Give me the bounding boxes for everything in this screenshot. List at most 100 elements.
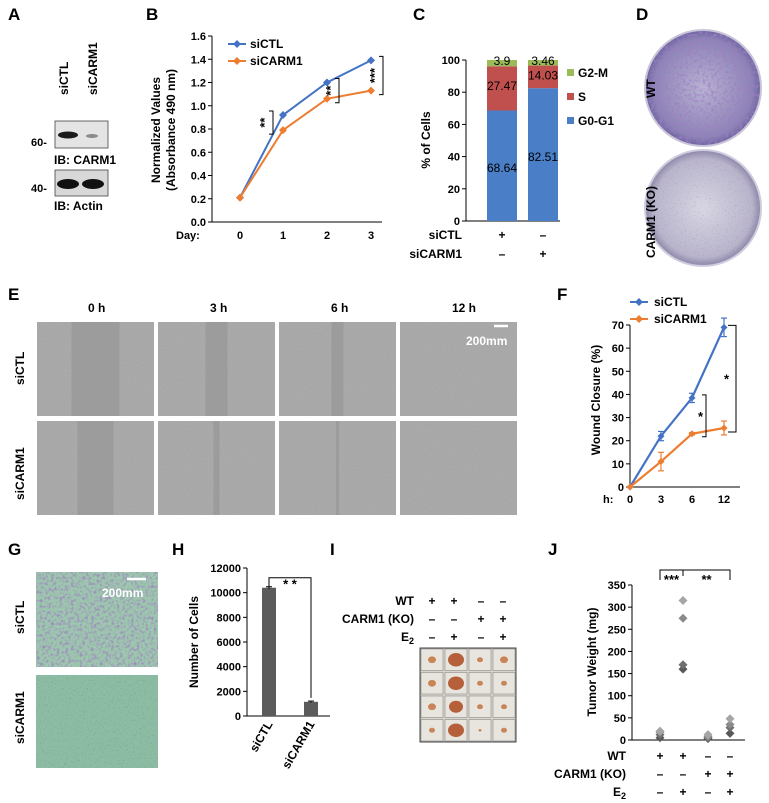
series-line-0: [629, 326, 726, 488]
x-axis-prefix: h:: [603, 494, 613, 506]
invasion-images: siCTL siCARM1 200mm: [13, 572, 158, 768]
y-tick-label: 80: [448, 87, 460, 99]
blot-lane-label: siCTL: [57, 62, 71, 95]
y-tick-label: 0.4: [191, 171, 207, 183]
condition-sign: –: [500, 594, 507, 608]
condition-sign: –: [478, 594, 485, 608]
time-label: 6 h: [331, 301, 348, 315]
x-tick-label: 0: [237, 230, 243, 242]
significance-bracket: [379, 55, 384, 96]
tumor-specimen: [448, 723, 464, 738]
colony-dish-rim: [644, 149, 762, 267]
data-point: [323, 78, 331, 87]
bar-segment: [528, 88, 558, 221]
wound-texture: [400, 322, 517, 416]
row-label: siCTL: [13, 601, 27, 634]
condition-label: siCTL: [429, 228, 462, 242]
data-label: 3.46: [531, 54, 555, 68]
legend-swatch: [567, 93, 574, 100]
bar-segment: [528, 65, 558, 89]
legend-label: G2-M: [578, 66, 608, 80]
data-point: [720, 424, 728, 432]
tumor-specimen: [477, 657, 483, 663]
condition-label: E2: [613, 785, 626, 801]
condition-sign: –: [705, 749, 712, 763]
condition-sign: –: [499, 247, 506, 261]
y-tick-label: 1.0: [191, 101, 206, 113]
panel-label-c: C: [413, 5, 425, 24]
condition-sign: –: [451, 612, 458, 626]
blot-label: IB: Actin: [54, 199, 103, 213]
colony-dish-texture: [645, 150, 761, 266]
y-tick-label: 0.2: [191, 194, 206, 206]
legend-swatch: [567, 117, 574, 124]
significance-mark: *: [724, 372, 730, 387]
tumor-specimen: [448, 652, 464, 667]
data-point: [678, 660, 688, 670]
y-axis-label-line: (Absorbance 490 nm): [164, 69, 178, 191]
tumor-specimen: [428, 703, 436, 711]
chart-invasion-count: 0 2000 4000 6000 8000 10000 12000 Number of Cel…: [187, 563, 330, 771]
series-line-1: [629, 426, 725, 488]
data-point: [657, 432, 665, 440]
condition-sign: +: [450, 594, 457, 608]
data-point: [236, 193, 244, 202]
condition-sign: +: [679, 785, 686, 799]
y-tick-label: 40: [448, 152, 460, 164]
data-point: [725, 728, 735, 738]
data-point: [626, 483, 634, 491]
panel-label-i: I: [330, 540, 335, 559]
western-blot: siCTL siCARM1 60- IB: CARM1 40- IB: Acti…: [31, 42, 116, 213]
colony-dish-texture: [645, 30, 761, 146]
significance-bracket: [268, 577, 312, 698]
y-tick-label: 0.6: [191, 147, 206, 159]
legend-label: siCARM1: [250, 54, 303, 68]
significance-mark: **: [323, 85, 338, 96]
data-point: [703, 730, 713, 740]
significance-mark: * *: [283, 577, 298, 592]
legend-label: siCTL: [654, 295, 687, 309]
colony-label: CARM1 (KO): [644, 186, 658, 258]
x-tick-label: siCARM1: [279, 718, 318, 771]
panel-label-a: A: [8, 5, 20, 24]
row-label: siCARM1: [13, 691, 27, 744]
y-axis-label: Tumor Weight (mg): [585, 608, 599, 717]
panel-label-g: G: [8, 540, 21, 559]
legend-label: S: [578, 90, 586, 104]
significance-bracket: [335, 78, 340, 104]
y-tick-label: 20: [448, 184, 460, 196]
y-axis-label: % of Cells: [419, 111, 433, 169]
condition-subscript: 2: [621, 791, 626, 801]
data-label: 68.64: [487, 161, 517, 175]
tumor-specimen: [428, 679, 436, 687]
y-tick-label: 70: [612, 320, 624, 332]
condition-label: CARM1 (KO): [342, 612, 414, 626]
wound-gap: [331, 322, 344, 416]
y-tick-label: 1.4: [191, 54, 207, 66]
condition-sign: –: [680, 767, 687, 781]
y-tick-label: 10000: [210, 588, 241, 600]
condition-sign: –: [727, 749, 734, 763]
data-point: [678, 613, 688, 623]
x-axis-prefix: Day:: [176, 230, 200, 242]
panel-label-j: J: [548, 540, 557, 559]
tumor-specimen: [448, 676, 464, 691]
bar: [262, 587, 276, 716]
y-axis-label-line: Wound Closure (%): [589, 345, 603, 455]
y-tick-label: 12000: [210, 563, 241, 575]
significance-bracket: [702, 394, 707, 438]
data-point: [688, 430, 696, 438]
legend-label: siCTL: [250, 37, 283, 51]
x-tick-label: 3: [368, 230, 374, 242]
x-tick-label: 2: [324, 230, 330, 242]
data-point: [678, 596, 688, 605]
y-tick-label: 60: [612, 343, 624, 355]
condition-sign: +: [539, 247, 546, 261]
wound-texture: [400, 421, 517, 515]
y-tick-label: 10: [612, 459, 624, 471]
x-tick-label: 1: [280, 230, 286, 242]
condition-sign: –: [657, 785, 664, 799]
x-tick-label: 3: [658, 494, 664, 506]
data-point: [323, 94, 331, 103]
tumor-specimen: [500, 656, 508, 664]
